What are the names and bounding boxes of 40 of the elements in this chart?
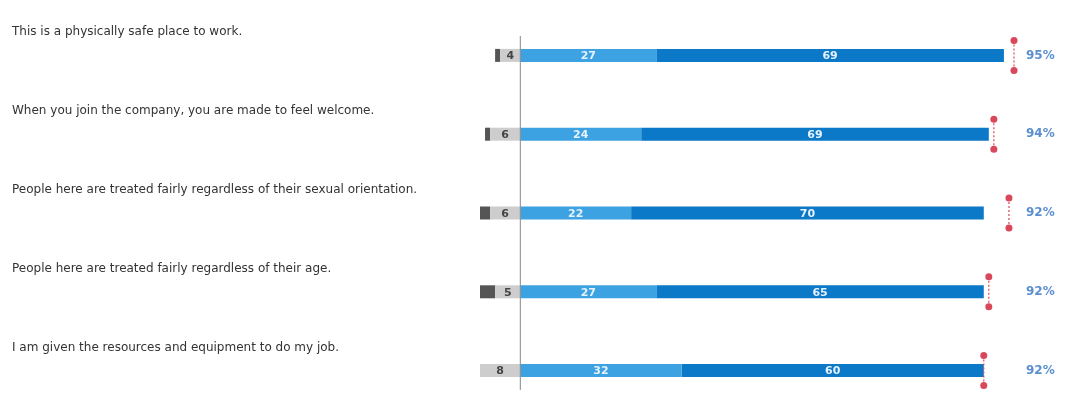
bar [641, 127, 989, 141]
bar [656, 285, 984, 299]
y-tick-label: I am given the resources and equipment to do my job. [12, 339, 340, 354]
y-tick-label: When you join the company, you are made to feel welcome. [12, 103, 375, 118]
data-label: 22 [568, 206, 584, 220]
bar [520, 285, 657, 299]
data-label: 69 [822, 49, 838, 63]
bar [656, 48, 1004, 62]
annotation: 92% [1026, 362, 1055, 377]
data-label: 60 [824, 364, 841, 378]
data-label: 27 [580, 285, 596, 299]
bar [485, 127, 491, 141]
bar [480, 364, 521, 378]
data-label: 65 [812, 285, 828, 299]
annotation: 6 [501, 128, 510, 142]
bar [480, 285, 496, 299]
y-tick-label: People here are treated fairly regardless of their sexual orientation. [12, 182, 418, 196]
annotation: 92% [1026, 205, 1055, 220]
bar [631, 206, 984, 220]
annotation: 8 [496, 364, 504, 378]
data-label: 32 [593, 364, 609, 378]
bar [520, 48, 657, 62]
bar [681, 364, 984, 378]
data-label: 69 [807, 128, 823, 142]
bar [480, 206, 491, 220]
annotation: 5 [503, 285, 512, 299]
annotation: 95% [1026, 47, 1055, 62]
annotation: 92% [1026, 283, 1055, 298]
annotation: 94% [1026, 126, 1055, 141]
data-label: 24 [573, 128, 589, 142]
bar [520, 364, 682, 378]
bar [495, 48, 501, 62]
bar [520, 206, 632, 220]
bar [520, 127, 642, 141]
annotation: 4 [506, 49, 515, 63]
y-tick-label: This is a physically safe place to work. [11, 24, 243, 39]
data-label: 70 [799, 206, 816, 220]
y-tick-label: People here are treated fairly regardless of their age. [12, 260, 332, 275]
annotation: 6 [501, 206, 510, 220]
data-label: 27 [580, 49, 596, 63]
